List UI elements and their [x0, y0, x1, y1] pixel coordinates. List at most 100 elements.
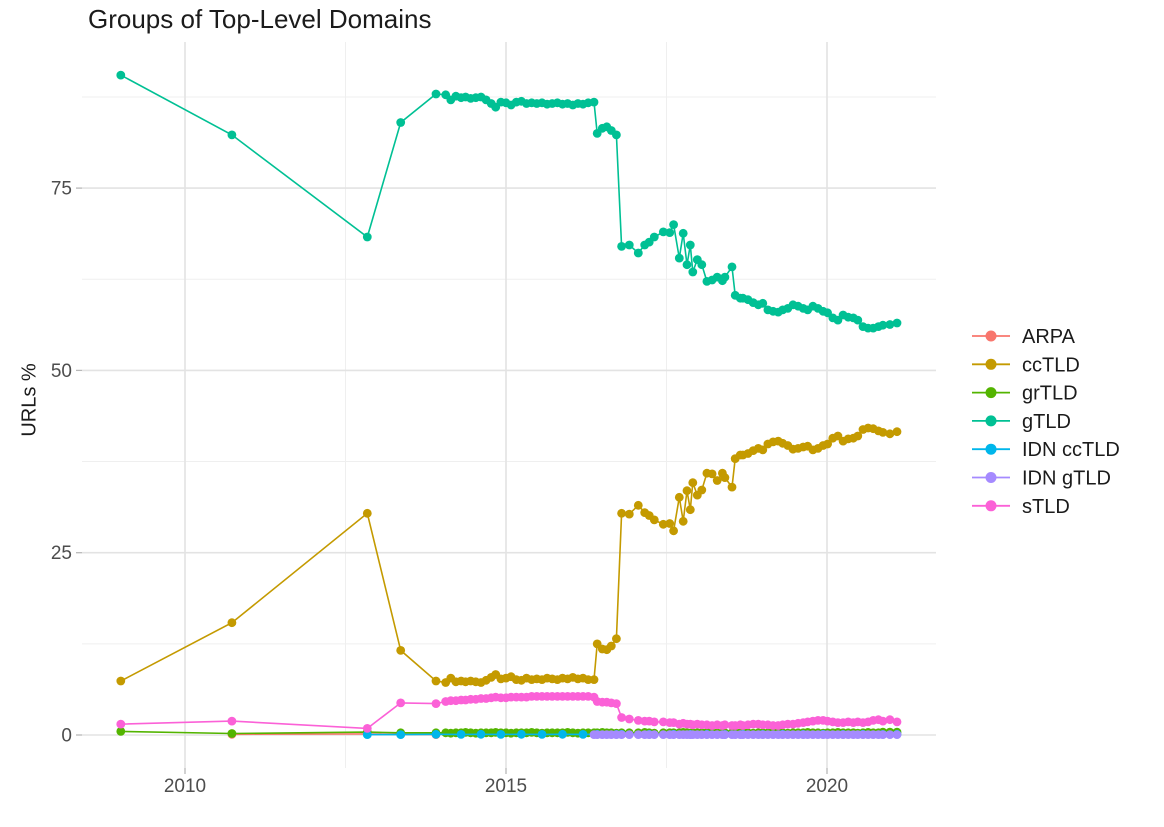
data-point: [617, 242, 626, 251]
data-point: [878, 730, 888, 739]
legend-key-dot: [985, 358, 997, 370]
data-point: [688, 478, 698, 488]
data-point: [674, 253, 684, 263]
legend-label: IDN ccTLD: [1022, 439, 1120, 461]
legend-item-idn-cctld: IDN ccTLD: [972, 439, 1120, 461]
data-point: [823, 439, 832, 449]
y-tick-label: 0: [61, 726, 72, 747]
data-point: [396, 646, 406, 655]
legend-label: sTLD: [1022, 496, 1070, 518]
y-tick-label: 50: [51, 361, 72, 382]
data-point: [669, 220, 678, 230]
legend: ARPA ccTLD grTLD gTLD IDN ccTLD IDN gTLD sTLD: [972, 326, 1120, 518]
data-point: [633, 730, 643, 739]
data-point: [431, 676, 441, 686]
series-stld: [116, 692, 902, 733]
legend-label: ARPA: [1022, 326, 1076, 348]
data-point: [396, 118, 406, 127]
data-point: [720, 730, 730, 739]
legend-key-dot: [985, 415, 997, 427]
x-tick-label: 2015: [485, 776, 527, 797]
data-point: [658, 730, 668, 739]
data-point: [669, 526, 678, 536]
data-point: [537, 730, 547, 739]
data-point: [589, 97, 599, 107]
data-point: [649, 717, 659, 727]
data-point: [727, 482, 737, 492]
y-tick-label: 25: [51, 543, 72, 564]
data-point: [589, 675, 599, 684]
data-point: [116, 727, 126, 736]
series-cctld: [116, 423, 902, 687]
data-point: [578, 730, 588, 739]
legend-key-dot: [985, 330, 997, 342]
y-axis-title: URLs %: [18, 363, 41, 437]
data-point: [892, 427, 902, 437]
data-point: [682, 260, 692, 270]
data-point: [496, 730, 506, 739]
data-point: [674, 492, 684, 502]
legend-item-arpa: ARPA: [972, 326, 1076, 348]
data-point: [720, 473, 730, 482]
data-point: [892, 318, 902, 328]
chart-title: Groups of Top-Level Domains: [88, 4, 432, 34]
data-point: [758, 445, 768, 455]
data-point: [649, 730, 659, 739]
data-point: [116, 676, 126, 686]
series-line: [120, 74, 898, 329]
data-point: [362, 730, 372, 739]
data-point: [885, 429, 895, 439]
data-point: [633, 248, 643, 258]
data-point: [227, 618, 237, 628]
data-point: [649, 515, 659, 525]
data-point: [624, 730, 634, 739]
data-point: [617, 730, 626, 739]
data-point: [885, 730, 895, 739]
data-point: [116, 70, 126, 80]
data-point: [685, 505, 695, 515]
x-tick-label: 2020: [806, 776, 848, 797]
data-point: [649, 232, 659, 242]
legend-key-dot: [985, 472, 997, 483]
data-point: [665, 228, 675, 238]
legend-item-gtld: gTLD: [972, 411, 1071, 433]
legend-label: ccTLD: [1022, 354, 1080, 376]
data-point: [633, 716, 643, 725]
data-point: [658, 717, 668, 727]
data-point: [688, 267, 698, 277]
data-point: [456, 730, 466, 739]
data-point: [517, 729, 526, 739]
data-point: [658, 227, 668, 237]
data-point: [885, 715, 895, 725]
data-point: [624, 240, 634, 250]
data-point: [558, 729, 567, 739]
series-idn-gtld: [589, 730, 902, 739]
data-point: [892, 730, 902, 739]
data-point: [658, 519, 668, 529]
data-point: [612, 699, 621, 708]
data-point: [431, 89, 441, 99]
data-point: [678, 516, 688, 526]
data-point: [878, 428, 888, 437]
data-point: [617, 508, 626, 518]
legend-item-cctld: ccTLD: [972, 354, 1080, 376]
data-point: [685, 240, 695, 250]
legend-label: gTLD: [1022, 411, 1071, 433]
series-gtld: [116, 70, 902, 333]
data-point: [624, 714, 634, 724]
y-tick-label: 75: [51, 179, 72, 200]
data-point: [712, 476, 722, 485]
legend-key-dot: [985, 443, 997, 455]
data-point: [362, 232, 372, 242]
data-point: [885, 320, 895, 329]
axes: 2010 2015 2020 0 25 50 75: [51, 179, 848, 797]
data-point: [617, 713, 626, 722]
legend-key-dot: [985, 387, 997, 399]
data-point: [227, 729, 237, 738]
x-tick-label: 2010: [164, 776, 206, 797]
data-point: [476, 729, 486, 739]
data-point: [853, 431, 863, 441]
data-point: [606, 641, 616, 651]
data-point: [624, 509, 634, 519]
